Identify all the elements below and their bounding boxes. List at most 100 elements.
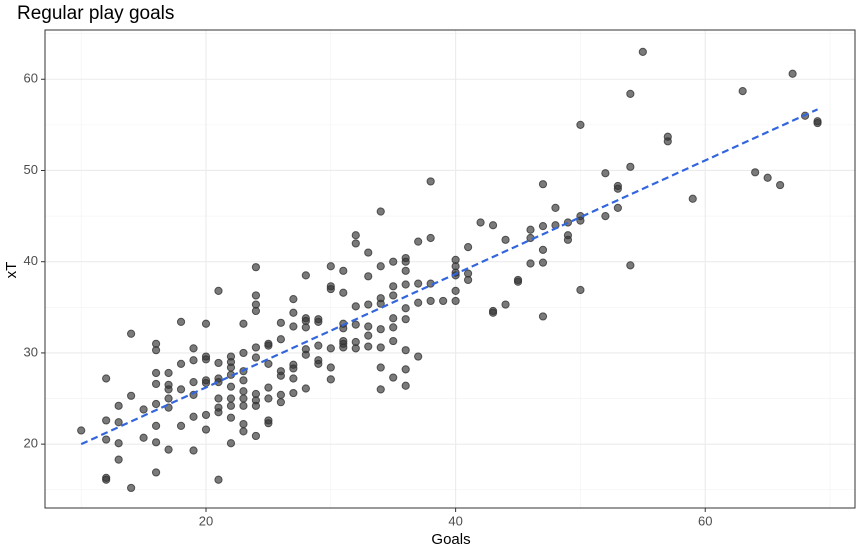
- point: [239, 319, 248, 328]
- point: [189, 356, 198, 365]
- point: [426, 296, 435, 306]
- point: [289, 364, 298, 373]
- point: [401, 280, 410, 289]
- point: [189, 446, 198, 455]
- point: [114, 401, 123, 410]
- point: [201, 319, 211, 328]
- x-tick-label: 60: [698, 513, 712, 528]
- point: [613, 184, 622, 193]
- point: [102, 435, 111, 444]
- point: [339, 266, 348, 275]
- point: [501, 235, 510, 244]
- point: [626, 261, 635, 270]
- trend-line: [80, 108, 819, 446]
- point: [538, 222, 548, 231]
- point: [139, 433, 148, 442]
- y-tick-label: 20: [24, 436, 38, 451]
- point: [239, 401, 248, 410]
- point: [326, 375, 335, 384]
- point: [763, 173, 772, 182]
- point: [364, 248, 373, 257]
- point: [239, 348, 248, 358]
- point: [289, 374, 298, 383]
- point: [601, 211, 610, 221]
- point: [264, 419, 273, 428]
- point: [376, 385, 385, 394]
- point: [626, 89, 635, 98]
- point: [339, 288, 348, 297]
- panel-border: [44, 29, 856, 509]
- point: [276, 318, 285, 327]
- y-tick-label: 60: [24, 71, 38, 86]
- point: [201, 425, 211, 434]
- point: [626, 162, 635, 171]
- point: [201, 378, 211, 388]
- point: [114, 455, 123, 464]
- y-axis-label: xT: [3, 262, 20, 279]
- point: [389, 323, 398, 332]
- point: [276, 398, 285, 407]
- point: [264, 394, 273, 403]
- point: [239, 427, 248, 436]
- point: [289, 308, 298, 317]
- point: [351, 239, 360, 248]
- point: [351, 302, 360, 311]
- point: [401, 266, 410, 275]
- point: [301, 271, 310, 280]
- point: [201, 410, 211, 420]
- point: [401, 381, 410, 390]
- point: [364, 322, 373, 331]
- point: [601, 169, 610, 178]
- point: [401, 315, 410, 324]
- point: [376, 207, 385, 216]
- point: [401, 346, 410, 355]
- point: [389, 291, 398, 300]
- point: [414, 237, 423, 246]
- point: [301, 350, 310, 359]
- point: [289, 295, 298, 304]
- point: [451, 296, 460, 306]
- point: [376, 262, 385, 271]
- point: [226, 382, 236, 391]
- point: [164, 385, 173, 394]
- point: [501, 300, 510, 309]
- point: [414, 352, 423, 361]
- x-tick-label: 20: [199, 513, 213, 528]
- point: [351, 231, 360, 240]
- point: [488, 221, 498, 230]
- point: [102, 374, 111, 383]
- point: [401, 365, 410, 374]
- point: [576, 285, 585, 295]
- point: [239, 394, 248, 403]
- point: [189, 378, 198, 387]
- point: [251, 353, 261, 362]
- x-axis-label: Goals: [431, 531, 470, 548]
- point: [139, 405, 148, 414]
- point: [538, 245, 548, 254]
- point: [226, 401, 236, 410]
- point: [389, 314, 398, 323]
- point: [214, 408, 223, 417]
- point: [264, 341, 273, 350]
- point: [376, 325, 385, 334]
- point: [226, 439, 236, 448]
- point: [788, 69, 797, 78]
- point: [214, 475, 223, 484]
- point: [513, 277, 523, 286]
- point: [127, 329, 136, 338]
- point: [151, 438, 161, 447]
- point: [251, 306, 261, 316]
- point: [326, 363, 335, 372]
- point: [426, 177, 435, 186]
- point: [151, 399, 161, 409]
- point: [414, 298, 423, 307]
- point: [214, 378, 223, 387]
- point: [351, 344, 360, 353]
- point: [376, 343, 385, 352]
- point: [301, 323, 310, 332]
- chart-title: Regular play goals: [17, 3, 174, 24]
- point: [476, 218, 485, 227]
- point: [276, 335, 285, 344]
